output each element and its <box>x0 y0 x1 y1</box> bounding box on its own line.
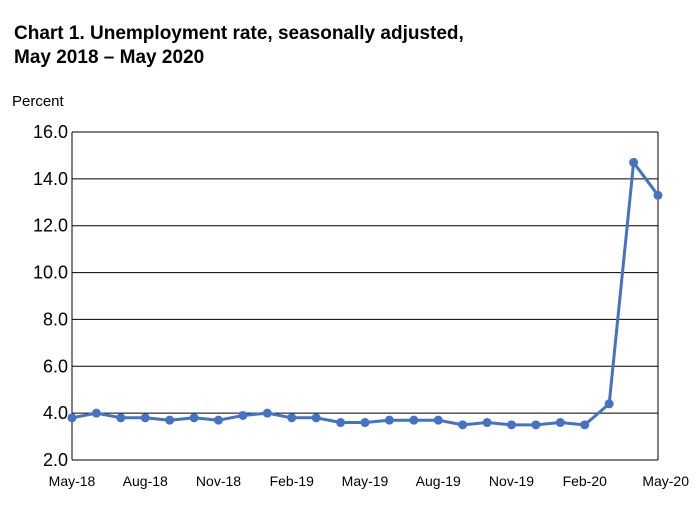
y-tick-label: 6.0 <box>43 356 68 376</box>
y-tick-label: 16.0 <box>33 122 68 142</box>
data-point <box>214 415 223 425</box>
data-point <box>531 420 541 430</box>
chart-title: Chart 1. Unemployment rate, seasonally a… <box>14 22 674 70</box>
x-tick-label: Feb-20 <box>563 473 608 489</box>
data-point <box>91 408 101 418</box>
data-point <box>482 418 492 428</box>
data-point <box>653 190 663 200</box>
x-tick-label: Feb-19 <box>270 473 315 489</box>
x-tick-label: May-20 <box>642 473 689 489</box>
data-point <box>287 413 297 423</box>
y-tick-label: 12.0 <box>33 216 68 236</box>
data-point <box>555 418 565 428</box>
x-tick-label: May-18 <box>49 473 96 489</box>
data-point <box>580 420 590 430</box>
data-point <box>629 157 639 167</box>
data-point <box>165 415 175 425</box>
data-point <box>140 413 150 423</box>
data-point <box>433 415 443 425</box>
series-line <box>71 161 660 427</box>
data-point <box>507 420 516 430</box>
data-point <box>262 408 272 418</box>
data-point <box>384 415 394 425</box>
chart-title-line-2: May 2018 – May 2020 <box>14 47 205 68</box>
x-tick-label: Aug-19 <box>416 473 461 489</box>
y-tick-label: 14.0 <box>33 169 68 189</box>
grid-layer <box>71 131 659 461</box>
data-point <box>336 418 346 428</box>
data-point <box>604 399 614 409</box>
y-tick-label: 8.0 <box>43 309 68 329</box>
x-tick-label: Nov-18 <box>196 473 241 489</box>
data-point <box>67 413 77 423</box>
y-tick-label: 10.0 <box>33 263 68 283</box>
x-tick-label: Aug-18 <box>123 473 168 489</box>
data-point <box>458 420 468 430</box>
series-layer <box>67 157 663 430</box>
data-point <box>238 410 248 420</box>
data-point <box>311 413 321 423</box>
data-point <box>116 413 126 423</box>
data-point <box>189 413 199 423</box>
y-tick-label: 2.0 <box>43 450 68 470</box>
x-tick-label: May-19 <box>342 473 389 489</box>
axis-layer: 2.0 4.0 6.0 8.0 10.0 12.0 14.0 16.0 May-18 Aug-18… <box>33 122 689 489</box>
y-axis-label: Percent <box>12 93 65 110</box>
chart-title-line-1: Chart 1. Unemployment rate, seasonally a… <box>14 23 464 44</box>
y-tick-label: 4.0 <box>43 403 68 423</box>
x-tick-label: Nov-19 <box>489 473 534 489</box>
data-point <box>409 415 419 425</box>
data-point <box>360 418 370 428</box>
